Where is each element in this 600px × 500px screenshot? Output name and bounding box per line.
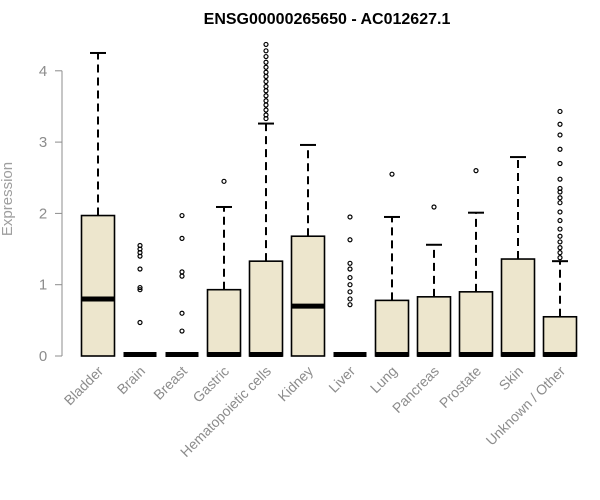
outlier-point <box>557 250 563 256</box>
outlier-point <box>557 255 563 261</box>
outlier-point <box>557 233 563 239</box>
box-gastric <box>206 178 242 357</box>
outlier-point <box>179 328 185 334</box>
box-rect <box>374 299 410 357</box>
outlier-point <box>221 178 227 184</box>
box-rect <box>206 288 242 357</box>
outlier-point <box>347 302 353 308</box>
outlier-point <box>557 245 563 251</box>
outlier-point <box>347 237 353 243</box>
chart-title: ENSG00000265650 - AC012627.1 <box>204 11 451 28</box>
outlier-point <box>473 168 479 174</box>
outlier-point <box>557 239 563 245</box>
outlier-point <box>557 200 563 206</box>
y-tick-label: 2 <box>39 205 47 222</box>
outlier-point <box>137 266 143 272</box>
x-tick-label: Skin <box>496 363 527 394</box>
outlier-point <box>263 53 269 60</box>
y-tick-label: 4 <box>39 63 47 80</box>
outlier-point <box>137 319 143 326</box>
outlier-point <box>557 146 563 152</box>
outlier-point <box>347 260 353 266</box>
outlier-point <box>557 209 563 215</box>
outlier-point <box>263 83 269 90</box>
outlier-point <box>179 273 185 279</box>
outlier-point <box>263 78 269 85</box>
y-tick-label: 0 <box>39 348 47 365</box>
box-lung <box>374 171 410 357</box>
boxes-layer <box>80 41 578 357</box>
box-pancreas <box>416 204 452 357</box>
box-brain <box>123 242 157 357</box>
box-kidney <box>290 143 326 357</box>
outlier-point <box>557 108 563 115</box>
x-tick-label: Lung <box>367 363 400 396</box>
outlier-point <box>263 69 269 75</box>
outlier-point <box>557 226 563 232</box>
outlier-point <box>263 112 269 118</box>
y-axis-label: Expression <box>0 162 16 236</box>
box-rect <box>248 260 284 357</box>
outlier-point <box>557 195 563 201</box>
x-tick-label: Kidney <box>275 363 317 405</box>
box-bladder <box>80 51 116 357</box>
outlier-point <box>347 282 353 288</box>
outlier-point <box>137 242 143 249</box>
box-hematopoietic-cells <box>248 41 284 357</box>
box-skin <box>500 156 536 357</box>
box-liver <box>333 214 367 357</box>
x-tick-label: Bladder <box>61 363 107 409</box>
outlier-point <box>347 296 353 302</box>
box-rect <box>80 214 116 357</box>
outlier-point <box>347 214 353 220</box>
box-rect <box>416 296 452 357</box>
outlier-point <box>431 204 437 210</box>
outlier-point <box>263 98 269 104</box>
outlier-point <box>263 93 269 99</box>
outlier-point <box>179 269 185 275</box>
outlier-point <box>263 48 269 54</box>
box-rect <box>500 258 536 357</box>
outlier-point <box>347 266 353 272</box>
outlier-point <box>263 102 269 108</box>
outlier-point <box>389 171 395 177</box>
box-rect <box>542 315 578 357</box>
outlier-point <box>557 176 563 182</box>
outlier-point <box>263 73 269 80</box>
outlier-point <box>347 289 353 295</box>
x-tick-label: Pancreas <box>389 363 442 416</box>
outlier-point <box>137 287 143 293</box>
x-tick-label: Breast <box>150 363 190 403</box>
x-tick-label: Liver <box>325 363 358 396</box>
box-rect <box>458 291 494 357</box>
box-rect <box>290 235 326 357</box>
outlier-point <box>179 235 185 241</box>
outlier-point <box>263 59 269 65</box>
outlier-point <box>263 41 269 48</box>
outlier-point <box>263 107 269 113</box>
x-tick-label: Prostate <box>436 363 484 411</box>
outlier-point <box>557 217 563 224</box>
x-tick-label: Unknown / Other <box>483 363 569 449</box>
y-tick-label: 1 <box>39 277 47 294</box>
outlier-point <box>179 212 185 219</box>
y-axis: 0 1 2 3 4 <box>39 63 63 365</box>
outlier-point <box>179 310 185 316</box>
y-tick-label: 3 <box>39 134 47 151</box>
box-breast <box>165 212 199 357</box>
outlier-point <box>347 274 353 281</box>
x-tick-label: Brain <box>114 363 148 397</box>
box-prostate <box>458 168 494 357</box>
outlier-point <box>137 284 143 291</box>
box-unknown-other <box>542 108 578 357</box>
outlier-point <box>263 64 269 70</box>
outlier-point <box>557 121 563 127</box>
outlier-point <box>263 88 269 94</box>
outlier-point <box>557 160 563 167</box>
outlier-point <box>557 132 563 138</box>
outlier-point <box>557 185 563 192</box>
